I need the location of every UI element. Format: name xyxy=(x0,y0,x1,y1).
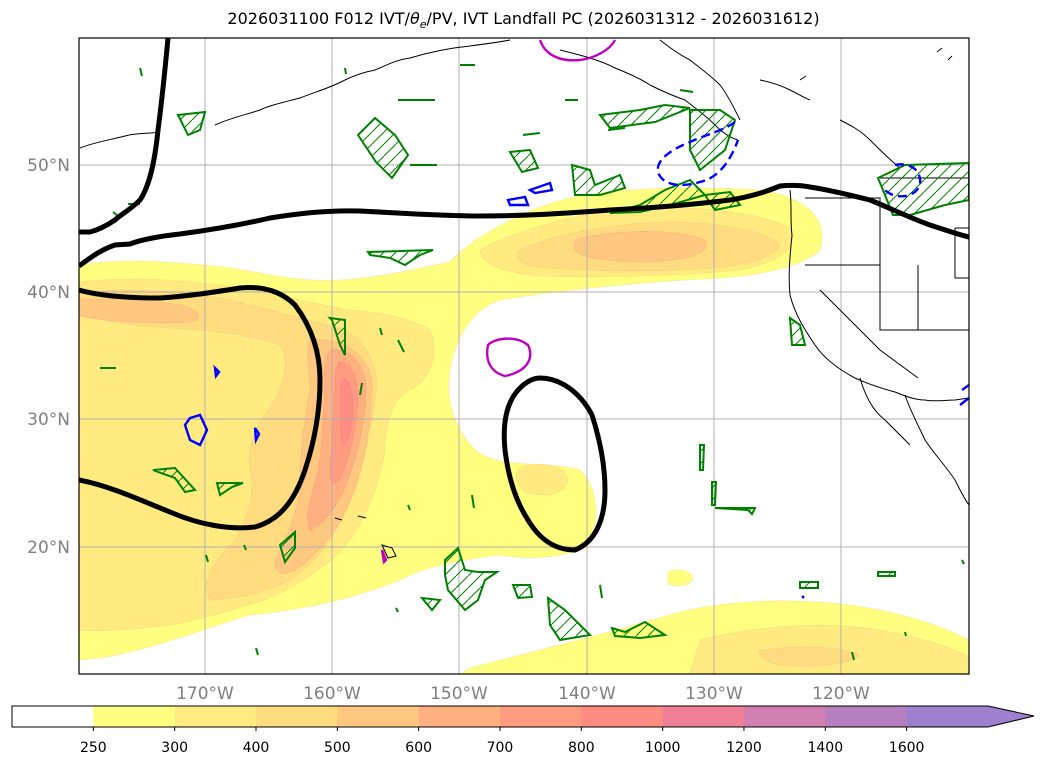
lat-label-20n: 20°N xyxy=(27,538,70,558)
lon-label-130w: 130°W xyxy=(685,684,743,704)
colorbar-label: 1200 xyxy=(726,740,762,756)
colorbar: 250 300 400 500 600 700 800 1000 1200 1400 1600 xyxy=(11,705,1035,756)
pv-negative-contours xyxy=(183,121,969,599)
colorbar-label: 600 xyxy=(405,740,432,756)
colorbar-label: 250 xyxy=(80,740,107,756)
colorbar-label: 700 xyxy=(487,740,514,756)
colorbar-cell xyxy=(337,706,420,727)
colorbar-label: 300 xyxy=(161,740,188,756)
colorbar-cell xyxy=(499,706,582,727)
lon-label-160w: 160°W xyxy=(303,684,361,704)
pv-positive-contours xyxy=(152,103,969,642)
colorbar-cell xyxy=(174,706,257,727)
map-title: 2026031100 F012 IVT/θe/PV, IVT Landfall … xyxy=(227,9,820,32)
lon-label-140w: 140°W xyxy=(558,684,616,704)
colorbar-cell xyxy=(743,706,826,727)
colorbar-cell xyxy=(906,706,989,727)
colorbar-cell xyxy=(662,706,745,727)
colorbar-cell xyxy=(93,706,176,727)
colorbar-cell xyxy=(255,706,338,727)
colorbar-label: 500 xyxy=(324,740,351,756)
colorbar-label: 400 xyxy=(243,740,270,756)
lat-label-50n: 50°N xyxy=(27,156,70,176)
lat-label-40n: 40°N xyxy=(27,283,70,303)
longitude-labels: 170°W 160°W 150°W 140°W 130°W 120°W xyxy=(176,684,870,704)
colorbar-cell xyxy=(825,706,908,727)
colorbar-label: 1600 xyxy=(889,740,925,756)
colorbar-label: 1000 xyxy=(645,740,681,756)
theta-e-contours xyxy=(79,38,969,553)
colorbar-cell xyxy=(418,706,501,727)
colorbar-cell xyxy=(581,706,664,727)
lon-label-170w: 170°W xyxy=(176,684,234,704)
map-frame xyxy=(78,37,970,675)
latitude-labels: 50°N 40°N 30°N 20°N xyxy=(27,156,70,558)
lon-label-120w: 120°W xyxy=(812,684,870,704)
lon-label-150w: 150°W xyxy=(430,684,488,704)
colorbar-cell xyxy=(12,706,94,727)
magenta-contours xyxy=(380,39,617,565)
map-area xyxy=(79,38,969,674)
colorbar-label: 800 xyxy=(568,740,595,756)
colorbar-extend-arrow xyxy=(988,706,1034,727)
colorbar-label: 1400 xyxy=(807,740,843,756)
lat-label-30n: 30°N xyxy=(27,410,70,430)
